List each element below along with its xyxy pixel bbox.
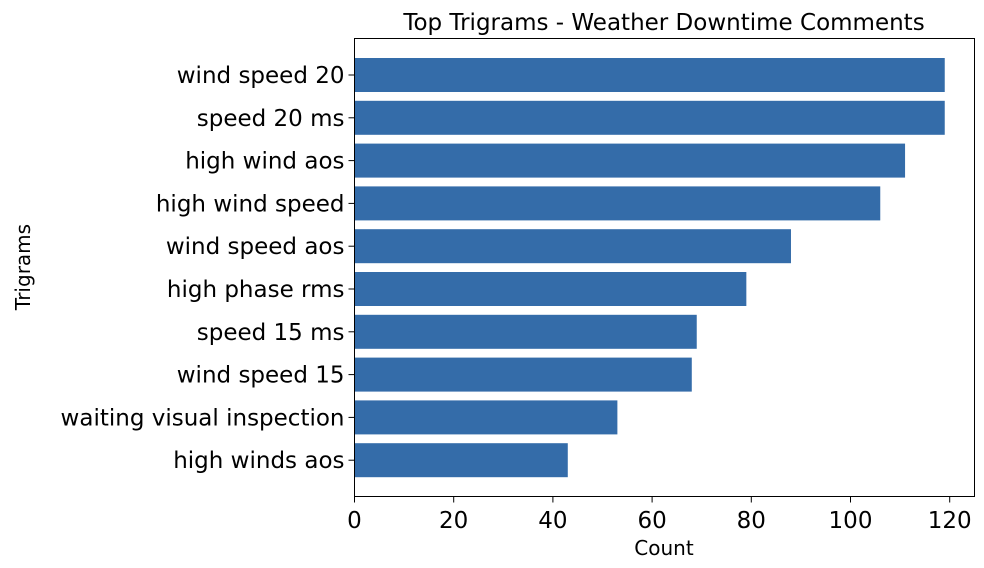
y-tick-label: high winds aos: [173, 448, 344, 474]
y-tick-label: wind speed aos: [166, 234, 345, 260]
x-tick-label: 60: [637, 508, 666, 534]
y-tick-label: speed 15 ms: [197, 320, 345, 346]
x-tick-label: 120: [928, 508, 972, 534]
chart-title: Top Trigrams - Weather Downtime Comments: [402, 10, 924, 36]
bar: [354, 58, 945, 92]
y-axis-label: Trigrams: [11, 224, 35, 311]
bar: [354, 186, 881, 221]
x-tick-label: 100: [829, 508, 873, 534]
bar: [354, 357, 692, 392]
bar: [354, 143, 906, 178]
y-ticks-group: wind speed 20 speed 20 ms high wind aos hig…: [61, 63, 355, 474]
x-axis-label: Count: [634, 536, 694, 560]
bar: [354, 272, 747, 306]
y-tick-label: waiting visual inspection: [61, 405, 345, 431]
y-tick-label: high wind aos: [185, 149, 344, 175]
bar: [354, 100, 945, 135]
x-tick-label: 0: [347, 508, 362, 534]
y-tick-label: wind speed 20: [177, 63, 345, 89]
bar: [354, 400, 618, 435]
y-tick-label: high wind speed: [156, 191, 345, 217]
x-tick-label: 80: [737, 508, 766, 534]
plot-frame: [354, 38, 975, 497]
x-ticks-group: 0 20 40 60 80 100 120: [347, 496, 972, 534]
bar: [354, 314, 697, 349]
y-tick-label: speed 20 ms: [197, 106, 345, 132]
bars-group: [354, 58, 945, 478]
bar: [354, 443, 568, 478]
y-tick-label: wind speed 15: [177, 363, 345, 389]
bar: [354, 229, 791, 264]
x-tick-label: 40: [538, 508, 567, 534]
y-tick-label: high phase rms: [167, 277, 345, 303]
x-tick-label: 20: [439, 508, 468, 534]
